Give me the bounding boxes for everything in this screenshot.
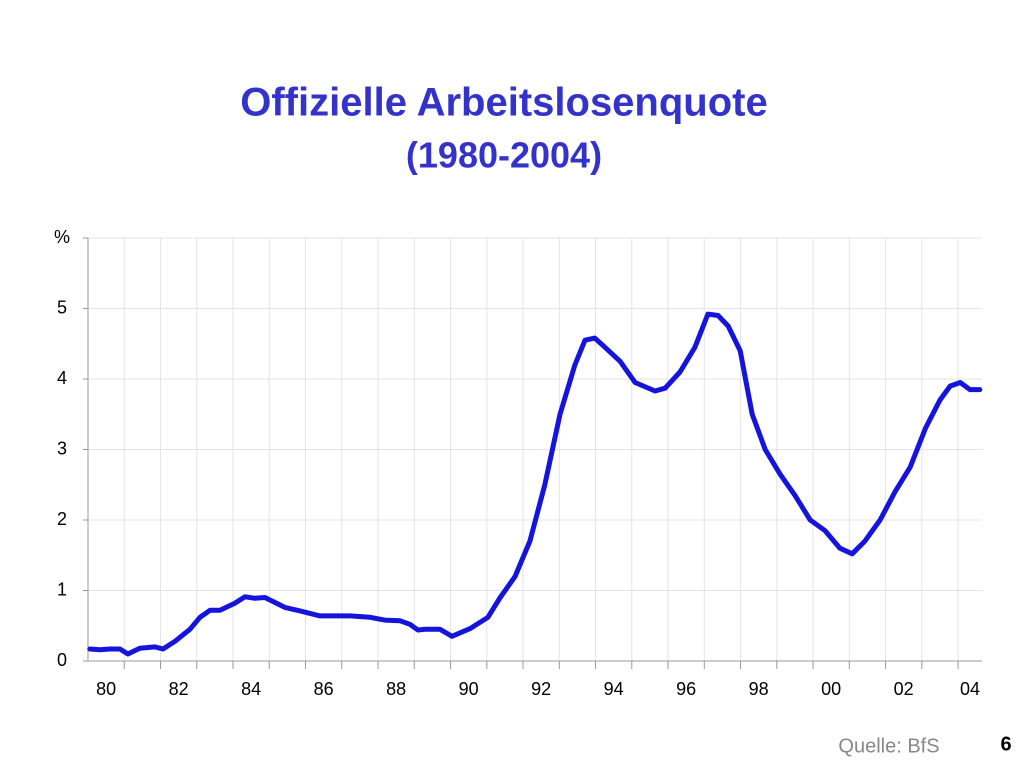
- chart-title: Offizielle Arbeitslosenquote: [240, 81, 767, 125]
- x-tick-label: 94: [604, 679, 624, 699]
- x-tick-label: 86: [314, 679, 334, 699]
- x-tick-label: 02: [894, 679, 914, 699]
- y-tick-label: 1: [57, 579, 67, 599]
- y-tick-label: 4: [57, 368, 67, 388]
- x-tick-label: 98: [749, 679, 769, 699]
- chart-subtitle: (1980-2004): [406, 135, 602, 176]
- source: Quelle: BfS: [838, 735, 939, 757]
- x-tick-label: 80: [96, 679, 116, 699]
- x-tick-label: 96: [676, 679, 696, 699]
- y-tick-label: 5: [57, 297, 67, 317]
- data-line: [87, 311, 983, 657]
- x-tick-label: 90: [459, 679, 479, 699]
- x-tick-label: 88: [386, 679, 406, 699]
- y-tick-label: 0: [57, 650, 67, 670]
- x-tick-label: 04: [960, 679, 980, 699]
- x-tick-label: 00: [821, 679, 841, 699]
- x-tick-label: 84: [241, 679, 261, 699]
- x-tick-label: 82: [169, 679, 189, 699]
- y-tick-label: 2: [57, 509, 67, 529]
- y-tick-label: 3: [57, 438, 67, 458]
- y-tick-label: %: [54, 227, 70, 247]
- x-tick-label: 92: [531, 679, 551, 699]
- page-number: 6: [1000, 733, 1011, 755]
